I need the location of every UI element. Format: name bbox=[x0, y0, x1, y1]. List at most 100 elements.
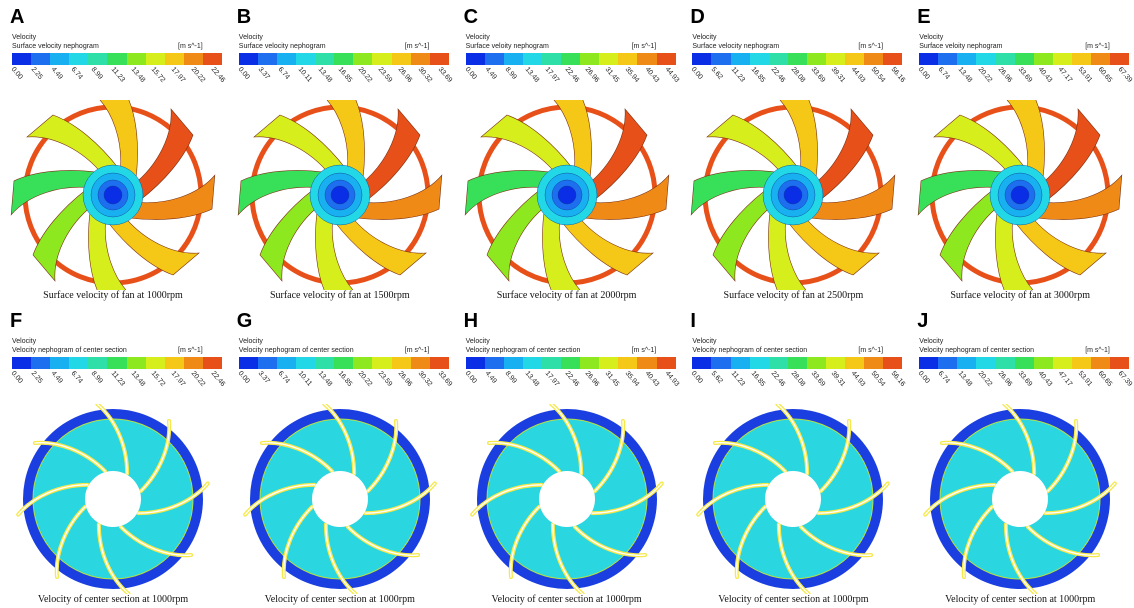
section-blade-line bbox=[736, 506, 767, 578]
fan-hub bbox=[557, 185, 576, 205]
section-blade-line bbox=[593, 420, 624, 492]
fan-blade-shape bbox=[999, 100, 1046, 182]
color-scale-segment bbox=[484, 53, 504, 65]
fan-blade bbox=[999, 100, 1046, 182]
section-blade-line bbox=[1027, 526, 1099, 556]
legend-subtitle: Velocity nephogram of center section bbox=[238, 347, 354, 354]
color-scale-segment bbox=[1071, 53, 1092, 65]
tick-label: 13.48 bbox=[129, 66, 147, 84]
section-blade bbox=[572, 525, 647, 558]
color-scale-segment bbox=[692, 53, 712, 65]
panel-letter: D bbox=[690, 6, 705, 28]
panel-j: J Velocity Velocity nephogram of center se… bbox=[907, 304, 1134, 608]
color-scale-segment bbox=[864, 53, 884, 65]
fan-surface-velocity-render bbox=[237, 100, 442, 290]
color-scale-segment bbox=[276, 357, 297, 369]
legend-subtitle: Surface velocity nephogram bbox=[692, 43, 780, 50]
fan-hub bbox=[784, 185, 803, 205]
color-scale-segment bbox=[692, 357, 712, 369]
fan-blade bbox=[479, 114, 574, 176]
color-scale-segment bbox=[522, 53, 542, 65]
section-blade-line bbox=[778, 523, 810, 594]
tick-label: 6.74 bbox=[276, 370, 291, 385]
tick-label: 28.08 bbox=[790, 370, 807, 388]
panel-letter: G bbox=[236, 310, 253, 332]
fan-blade bbox=[252, 114, 347, 176]
section-blade bbox=[96, 522, 131, 594]
section-blade bbox=[136, 481, 210, 516]
tick-label: 11.23 bbox=[109, 66, 126, 84]
fan-blade bbox=[807, 174, 896, 220]
color-scale-segment bbox=[522, 357, 542, 369]
panel-g: G Velocity Velocity nephogram of center se… bbox=[227, 304, 453, 608]
color-scale-segment bbox=[503, 357, 523, 369]
fan-surface-velocity-render bbox=[691, 100, 896, 290]
legend-unit: [m s^-1] bbox=[178, 347, 203, 354]
fan-blade bbox=[259, 188, 321, 282]
fan-blade bbox=[106, 214, 200, 276]
section-blade-line bbox=[98, 523, 130, 594]
section-blade-line bbox=[282, 506, 313, 578]
panel-e: E Velocity Surface veloity nephogram [m s^-… bbox=[907, 0, 1134, 304]
legend-subtitle: Velocity nephogram of center section bbox=[12, 347, 127, 354]
section-blade-line bbox=[56, 506, 86, 578]
section-hub-void bbox=[311, 471, 368, 527]
tick-labels: 0.00 5.62 11.23 16.85 22.46 28.08 33.69 39.31 44… bbox=[690, 66, 907, 96]
panel-h: H Velocity Velocity nephogram of center se… bbox=[454, 304, 680, 608]
fan-blade bbox=[314, 208, 361, 290]
color-scale-segment bbox=[107, 357, 127, 369]
fan-blade-shape bbox=[545, 100, 592, 182]
tick-label: 6.74 bbox=[69, 66, 84, 81]
color-scale-segment bbox=[12, 53, 32, 65]
fan-blade-shape bbox=[560, 214, 654, 276]
tick-label: 11.23 bbox=[730, 66, 747, 84]
color-scale-segment bbox=[637, 357, 657, 369]
color-scale-segment bbox=[465, 53, 485, 65]
section-blade-line bbox=[1044, 482, 1116, 514]
tick-label: 26.96 bbox=[996, 66, 1014, 84]
section-blade bbox=[592, 419, 625, 493]
tick-label: 22.46 bbox=[563, 370, 580, 388]
legend-title: Velocity bbox=[238, 338, 263, 345]
legend-unit: [m s^-1] bbox=[1085, 43, 1110, 50]
panel-letter: I bbox=[690, 310, 696, 332]
section-blade-line bbox=[591, 482, 663, 514]
panel-letter: F bbox=[10, 310, 23, 332]
tick-label: 26.96 bbox=[396, 370, 414, 388]
fan-blade-shape bbox=[106, 214, 200, 276]
tick-label: 0.00 bbox=[236, 370, 251, 385]
color-scale-segment bbox=[730, 53, 750, 65]
panel-caption: Surface velocity of fan at 1000rpm bbox=[43, 290, 183, 301]
tick-label: 40.43 bbox=[1036, 370, 1054, 388]
tick-label: 47.17 bbox=[1056, 370, 1074, 388]
tick-label: 33.69 bbox=[436, 66, 454, 84]
section-blade-line bbox=[818, 482, 889, 514]
color-scale-bar bbox=[12, 53, 223, 65]
panel-caption: Velocity of center section at 1000rpm bbox=[264, 594, 415, 605]
color-scale-segment bbox=[580, 357, 600, 369]
color-scale-segment bbox=[31, 53, 51, 65]
color-scale-segment bbox=[561, 357, 581, 369]
fan-blade bbox=[132, 108, 194, 202]
fan-blade-shape bbox=[691, 170, 780, 216]
tick-label: 26.96 bbox=[396, 66, 414, 84]
color-scale-segment bbox=[164, 357, 184, 369]
legend-unit: [m s^-1] bbox=[178, 43, 203, 50]
fan-blade-shape bbox=[813, 108, 874, 202]
panel-caption: Velocity of center section at 1000rpm bbox=[37, 594, 189, 605]
legend-unit: [m s^-1] bbox=[858, 43, 884, 50]
tick-label: 22.46 bbox=[770, 66, 787, 84]
color-scale-segment bbox=[238, 53, 258, 65]
section-blade bbox=[777, 522, 811, 594]
center-section-velocity-render bbox=[923, 404, 1117, 594]
fan-blade bbox=[1033, 174, 1123, 220]
tick-label: 17.97 bbox=[169, 66, 187, 84]
fan-blade-shape bbox=[807, 174, 896, 220]
section-blade bbox=[363, 481, 437, 516]
color-scale-segment bbox=[202, 357, 223, 369]
section-blade bbox=[469, 482, 544, 517]
tick-label: 3.37 bbox=[256, 370, 271, 385]
color-scale-segment bbox=[561, 53, 581, 65]
panel-caption: Surface velocity of fan at 1500rpm bbox=[269, 290, 410, 301]
section-blade-line bbox=[777, 404, 809, 475]
